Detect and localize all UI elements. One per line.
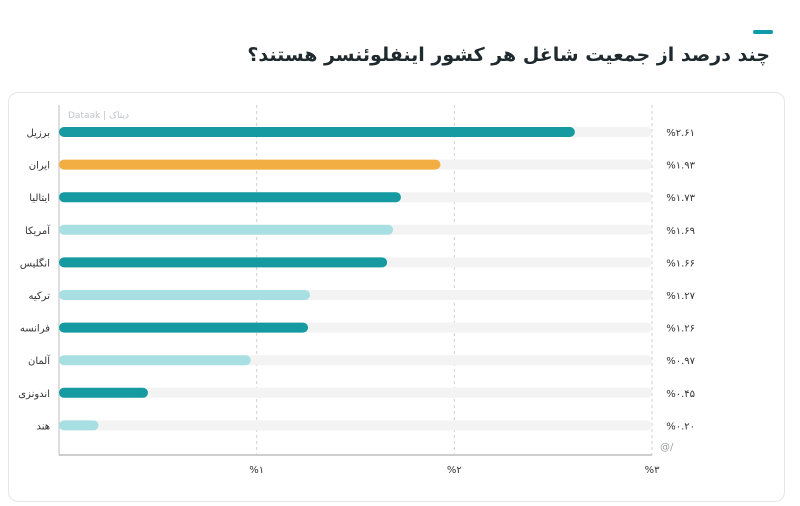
bar-9 [59,420,99,431]
bar-0 [59,127,575,137]
title-accent-bar [753,30,773,34]
category-label: هند [36,421,50,432]
source-watermark: Dataak | دیتاک [68,110,129,121]
bar-8 [59,387,148,398]
bar-track [59,420,652,431]
value-label: %۰.۹۷ [666,356,695,367]
category-label: ایران [29,161,50,172]
category-label: آلمان [28,354,51,367]
category-label: انگلیس [20,257,50,269]
value-label: %۰.۴۵ [666,389,695,400]
value-label: %۱.۷۳ [666,193,695,204]
page-title: چند درصد از جمعیت شاغل هر کشور اینفلوئنس… [247,44,770,66]
value-label: %۱.۶۶ [666,258,695,269]
bar-1 [59,159,441,170]
value-label: %۱.۹۳ [666,161,695,172]
category-label: آمریکا [25,224,51,237]
value-label: %۰.۲۰ [666,421,695,432]
category-label: فرانسه [20,324,50,335]
value-label: %۱.۲۶ [666,324,695,335]
category-label: اندونزی [18,389,50,400]
category-label: ایتالیا [29,193,50,204]
category-label: ترکیه [29,291,51,302]
watermark-handle: @/ [660,442,674,453]
x-tick-label: %۲ [447,465,462,476]
bar-5 [59,290,311,300]
value-label: %۲.۶۱ [666,128,695,139]
bar-2 [59,192,401,203]
bar-4 [59,257,388,268]
x-tick-label: %۳ [645,465,661,476]
bar-6 [59,322,309,333]
x-tick-label: %۱ [249,465,264,476]
value-label: %۱.۲۷ [666,291,695,302]
value-label: %۱.۶۹ [666,226,695,237]
bar-track [59,387,652,398]
bar-7 [59,355,251,366]
category-label: برزیل [27,128,51,139]
bar-3 [59,224,394,235]
